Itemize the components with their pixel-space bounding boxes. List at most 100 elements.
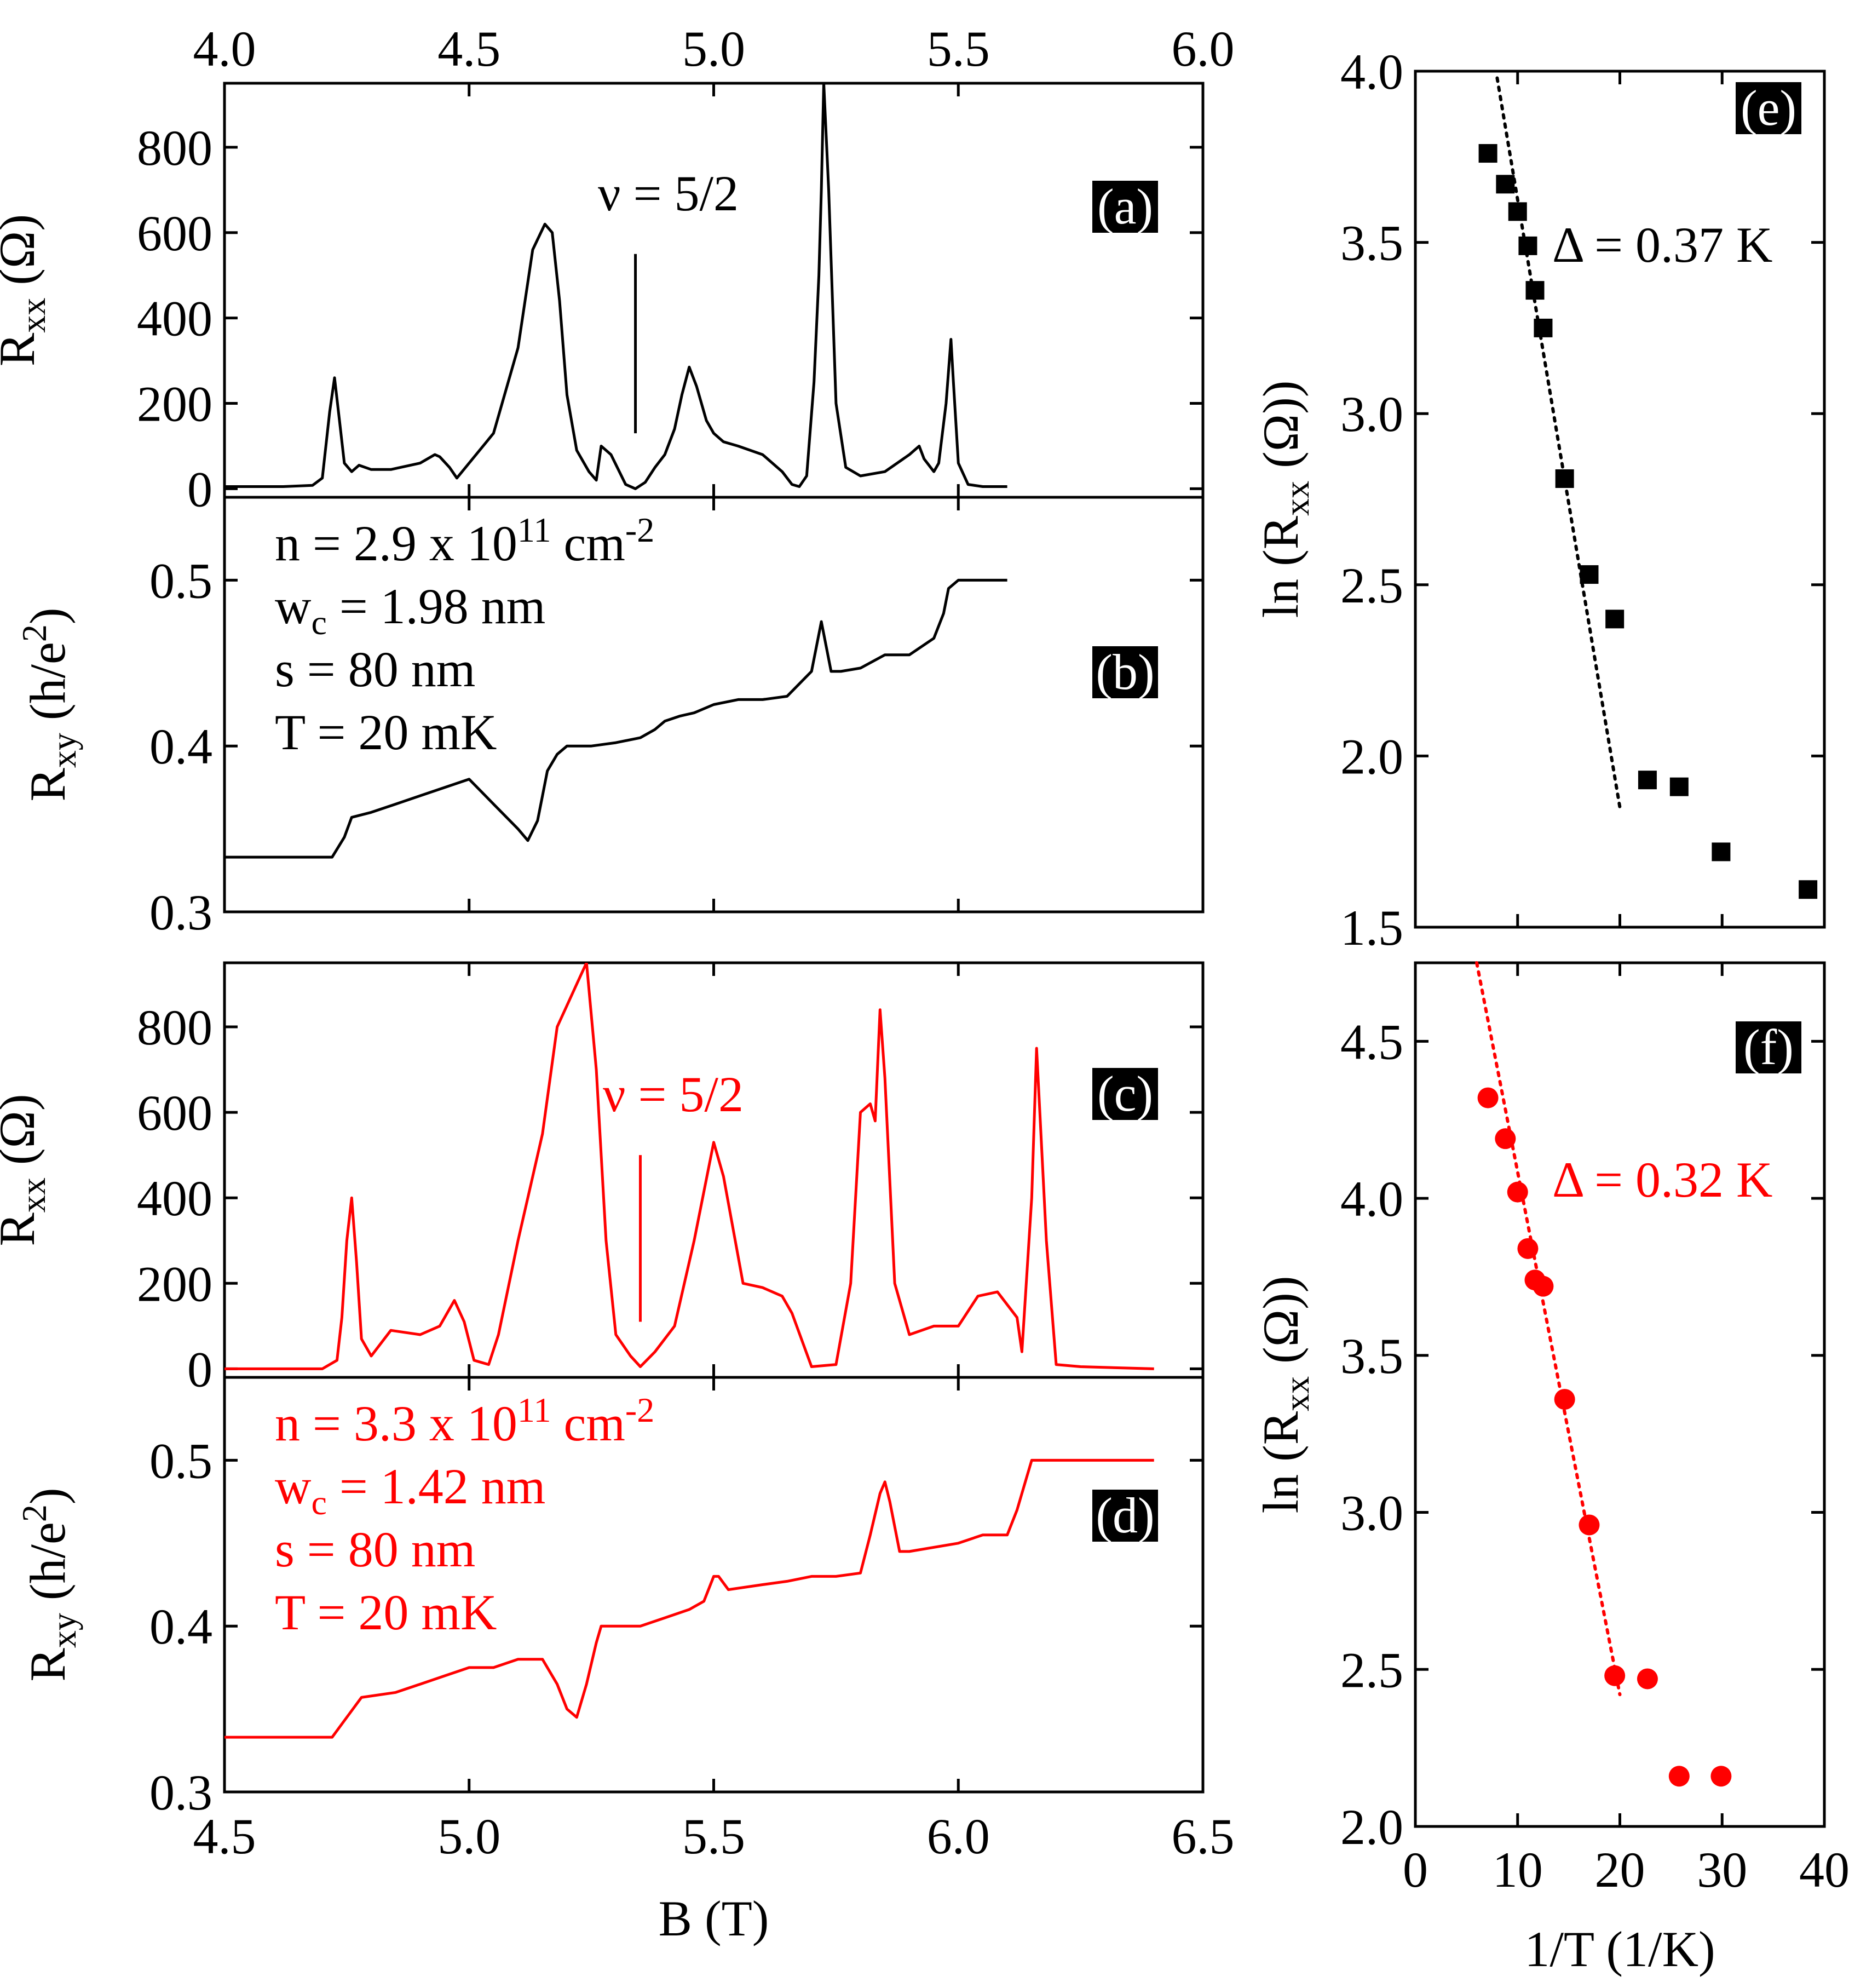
param-spacer: s = 80 nm: [275, 641, 475, 697]
series-line-rxx: [224, 963, 1154, 1370]
ylabel-sup: 2: [15, 624, 54, 642]
ylabel-unit: (h/e: [20, 1522, 76, 1613]
filling-factor-label: ν = 5/2: [603, 1066, 744, 1122]
panel-b: 0.3 0.4 0.5 (b) Rxy (h/e2) n = 2.9 x 1011 cm-…: [15, 496, 1205, 940]
ylabel-main: R: [0, 1213, 45, 1246]
panel-e: 1.5 2.0 2.5 3.0 3.5 4.0 (e) ln (Rxx (Ω)) Δ = 0.3…: [1253, 44, 1826, 956]
ylabel-unit: (h/e: [20, 642, 76, 733]
data-point: [1507, 1181, 1528, 1203]
y-tick-label: 400: [137, 1170, 212, 1226]
param-density-base: n = 3.3 x 10: [275, 1395, 517, 1451]
ylabel-main: ln (R: [1253, 1411, 1309, 1513]
data-point: [1604, 1665, 1626, 1686]
fit-line: [1475, 961, 1622, 1697]
filling-factor-label: ν = 5/2: [598, 165, 739, 221]
y-tick-label: 800: [137, 999, 212, 1055]
data-point: [1638, 771, 1657, 790]
y-tick-label: 4.0: [1340, 1171, 1403, 1227]
bottom-x-axis-label: B (T): [659, 1891, 769, 1946]
data-point: [1495, 1128, 1516, 1150]
gap-label: Δ = 0.37 K: [1552, 217, 1772, 273]
y-tick-label: 0.5: [149, 1433, 212, 1489]
data-point: [1668, 1766, 1690, 1787]
bottom-x-tick-label: 4.5: [193, 1808, 256, 1864]
param-temperature: T = 20 mK: [275, 1584, 497, 1640]
param-density-unit-exp: -2: [625, 1391, 654, 1429]
panel-label: (b): [1096, 644, 1154, 700]
data-point: [1554, 1389, 1575, 1410]
y-tick-label: 4.5: [1340, 1014, 1403, 1070]
param-width-symbol: w: [275, 578, 312, 634]
panel-label: (e): [1741, 80, 1796, 136]
x-tick-label: 20: [1595, 1842, 1645, 1898]
y-axis-label: Rxy (h/e2): [15, 607, 83, 801]
param-density-exp: 11: [517, 1391, 551, 1429]
y-axis-label: Rxx (Ω): [0, 1094, 53, 1246]
ylabel-main: ln (R: [1253, 515, 1309, 618]
param-density: n = 2.9 x 1011 cm-2: [275, 510, 654, 571]
x-axis-label: 1/T (1/K): [1524, 1921, 1715, 1977]
y-tick-label: 600: [137, 1085, 212, 1141]
data-point: [1533, 1275, 1554, 1297]
y-axis-label: Rxy (h/e2): [15, 1487, 83, 1681]
y-tick-label: 0: [187, 461, 212, 517]
y-axis-label: Rxx (Ω): [0, 214, 53, 366]
series-line-rxx: [224, 83, 1007, 490]
bottom-x-tick-label: 5.5: [682, 1808, 745, 1864]
y-tick-label: 3.5: [1340, 215, 1403, 271]
panel-label-box: [1736, 1021, 1801, 1073]
top-x-tick-label: 4.5: [437, 21, 500, 77]
ylabel-sub: xx: [14, 1177, 53, 1213]
y-tick-label: 1.5: [1340, 900, 1403, 956]
ylabel-sub: xx: [14, 298, 53, 333]
bottom-x-tick-label: 6.5: [1172, 1808, 1235, 1864]
param-density-unit: cm: [551, 1395, 625, 1451]
panel-label: (d): [1096, 1487, 1154, 1543]
data-point: [1799, 880, 1818, 899]
panel-label-box: [1092, 181, 1158, 233]
param-spacer: s = 80 nm: [275, 1521, 475, 1577]
y-axis-label: ln (Rxx (Ω)): [1253, 381, 1316, 618]
ylabel-close: ): [20, 607, 76, 624]
param-width-sub: c: [311, 1483, 326, 1522]
y-tick-label: 0.3: [149, 884, 212, 940]
plot-frame: [223, 961, 1205, 1379]
data-point: [1555, 469, 1574, 488]
panel-label-box: [1092, 646, 1158, 698]
ylabel-sub: xy: [44, 733, 83, 768]
y-tick-label: 600: [137, 205, 212, 261]
data-point: [1712, 842, 1731, 861]
ylabel-unit: (Ω): [0, 214, 45, 298]
param-density-unit-exp: -2: [625, 510, 654, 549]
ylabel-main: R: [20, 768, 76, 802]
param-width-value: = 1.42 nm: [327, 1458, 545, 1514]
panel-c: 0 200 400 600 800 (c) Rxx (Ω) ν = 5/2: [0, 961, 1205, 1397]
series-line-rxy: [224, 1458, 1154, 1739]
y-tick-label: 200: [137, 1256, 212, 1312]
param-density-base: n = 2.9 x 10: [275, 515, 517, 571]
gap-label: Δ = 0.32 K: [1552, 1152, 1772, 1208]
data-point: [1710, 1766, 1732, 1787]
data-point: [1518, 236, 1537, 255]
param-width-value: = 1.98 nm: [327, 578, 545, 634]
y-tick-label: 4.0: [1340, 44, 1403, 100]
ylabel-unit: (Ω)): [1253, 381, 1309, 481]
ylabel-unit: (Ω)): [1253, 1276, 1309, 1376]
panel-f: 2.0 2.5 3.0 3.5 4.0 4.5 (f) ln (Rxx (Ω)) Δ = 0.3…: [1253, 961, 1850, 1977]
data-point: [1637, 1668, 1658, 1690]
param-density-exp: 11: [517, 510, 551, 549]
y-tick-label: 200: [137, 376, 212, 432]
param-width: wc = 1.42 nm: [275, 1458, 545, 1522]
y-tick-label: 3.0: [1340, 386, 1403, 442]
panel-label: (a): [1097, 179, 1153, 234]
data-point: [1496, 175, 1515, 194]
x-tick-label: 30: [1697, 1842, 1747, 1898]
x-tick-label: 10: [1493, 1842, 1543, 1898]
param-width-symbol: w: [275, 1458, 312, 1514]
y-tick-label: 0.4: [149, 719, 212, 774]
plot-frame: [1414, 961, 1826, 1828]
y-tick-label: 0.3: [149, 1765, 212, 1820]
ylabel-sub: xx: [1277, 1376, 1316, 1411]
panel-label-box: [1092, 1068, 1158, 1120]
